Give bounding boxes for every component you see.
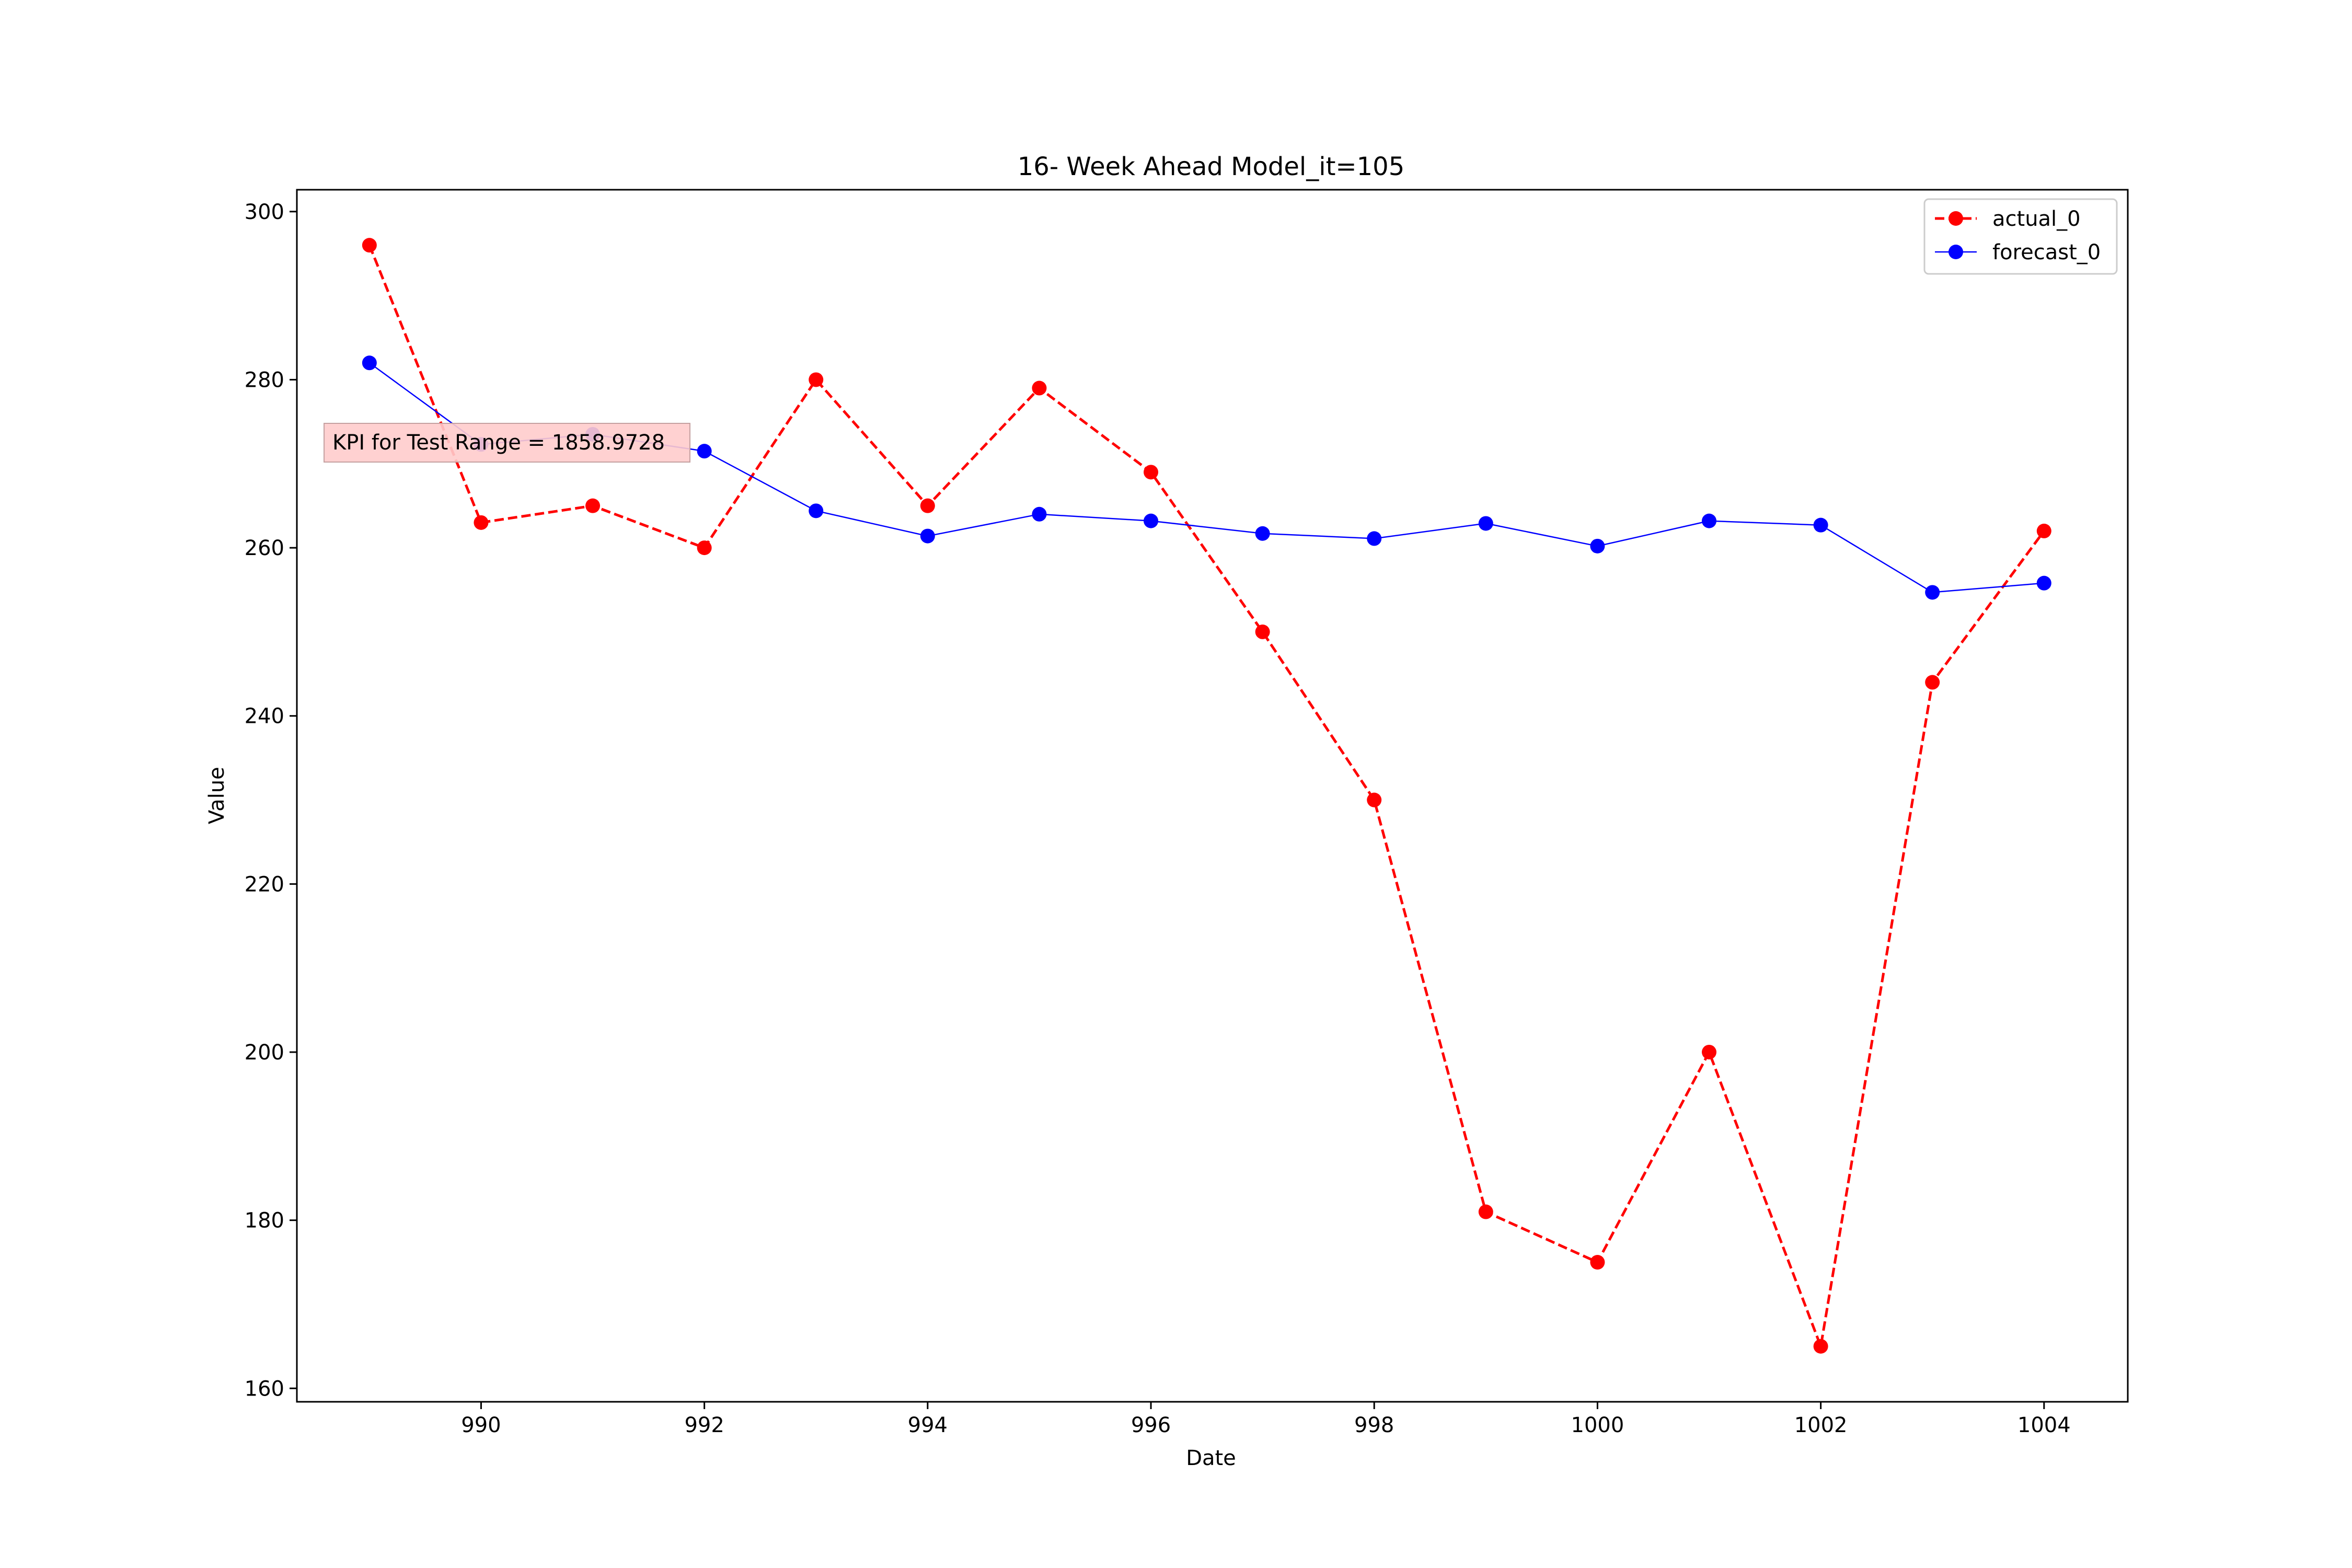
y-tick-label: 200 [245, 1041, 284, 1065]
data-point-actual_0 [1590, 1255, 1605, 1270]
x-axis: 990 992 994 996 998 1000 1002 1004 [461, 1402, 2071, 1437]
x-tick-label: 1000 [1571, 1413, 1624, 1437]
legend-entries: actual_0 forecast_0 [1935, 207, 2101, 264]
data-point-actual_0 [474, 515, 489, 530]
data-point-forecast_0 [1255, 526, 1270, 541]
chart-title: 16- Week Ahead Model_it=105 [1018, 152, 1404, 181]
x-tick-label: 990 [461, 1413, 501, 1437]
y-tick-label: 260 [245, 536, 284, 560]
data-point-forecast_0 [920, 528, 935, 544]
data-point-forecast_0 [1032, 506, 1047, 522]
kpi-annotation-box [324, 423, 690, 463]
legend-box [1923, 198, 2118, 275]
x-tick-label: 1002 [1794, 1413, 1848, 1437]
data-point-forecast_0 [1590, 538, 1605, 554]
data-point-forecast_0 [1702, 513, 1717, 528]
x-axis-label: Date [1186, 1446, 1236, 1470]
data-point-actual_0 [362, 238, 377, 253]
plot-area-frame [296, 189, 2129, 1403]
data-point-forecast_0 [1925, 585, 1940, 600]
data-point-actual_0 [2036, 523, 2051, 538]
y-tick-label: 300 [245, 200, 284, 224]
x-tick-label: 996 [1131, 1413, 1171, 1437]
y-tick-label: 220 [245, 872, 284, 896]
data-point-actual_0 [809, 372, 824, 387]
data-point-forecast_0 [2036, 575, 2051, 591]
data-point-actual_0 [1702, 1044, 1717, 1059]
annotation-layer: KPI for Test Range = 1858.9728 [324, 423, 690, 463]
y-tick-label: 240 [245, 705, 284, 729]
data-point-actual_0 [1255, 624, 1270, 639]
legend-label-forecast_0: forecast_0 [1992, 240, 2101, 264]
data-point-forecast_0 [697, 444, 712, 459]
data-point-actual_0 [585, 498, 601, 513]
series-line-actual_0 [368, 245, 2045, 1348]
legend-label-actual_0: actual_0 [1992, 207, 2081, 231]
x-tick-label: 998 [1354, 1413, 1394, 1437]
data-point-actual_0 [1925, 675, 1940, 690]
data-point-actual_0 [1478, 1204, 1493, 1219]
y-tick-label: 180 [245, 1209, 284, 1233]
data-point-actual_0 [920, 498, 935, 513]
kpi-annotation-text: KPI for Test Range = 1858.9728 [332, 431, 665, 455]
legend-marker-forecast_0 [1949, 245, 1963, 259]
x-tick-label: 994 [908, 1413, 948, 1437]
x-tick-label: 992 [684, 1413, 724, 1437]
data-point-forecast_0 [1478, 516, 1493, 531]
data-point-actual_0 [697, 540, 712, 556]
series-actual_0 [362, 238, 2051, 1354]
legend-marker-actual_0 [1949, 211, 1963, 226]
data-point-actual_0 [1367, 792, 1382, 808]
data-point-forecast_0 [1144, 513, 1159, 528]
data-point-actual_0 [1144, 465, 1159, 480]
data-point-actual_0 [1032, 381, 1047, 396]
data-point-forecast_0 [362, 355, 377, 371]
data-point-forecast_0 [1367, 531, 1382, 546]
y-axis-label: Value [205, 767, 229, 824]
y-tick-label: 280 [245, 368, 284, 392]
data-point-forecast_0 [809, 503, 824, 518]
y-axis: 160 180 200 220 240 260 280 300 [245, 200, 297, 1401]
data-point-actual_0 [1813, 1339, 1828, 1354]
y-tick-label: 160 [245, 1377, 284, 1401]
data-point-forecast_0 [1813, 517, 1828, 533]
legend: actual_0 forecast_0 [1923, 198, 2118, 275]
x-tick-label: 1004 [2017, 1413, 2071, 1437]
